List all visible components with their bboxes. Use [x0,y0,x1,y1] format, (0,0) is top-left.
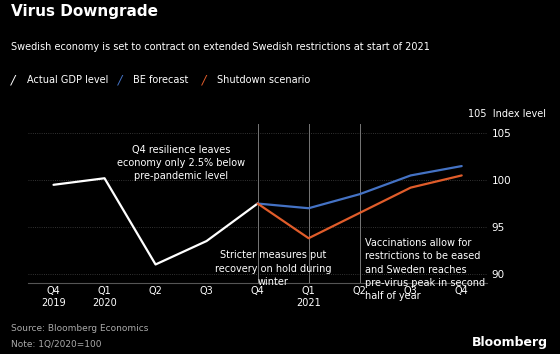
Text: Source: Bloomberg Economics: Source: Bloomberg Economics [11,324,148,333]
Text: 105  Index level: 105 Index level [468,109,546,119]
Text: Virus Downgrade: Virus Downgrade [11,4,158,18]
Text: Stricter measures put
recovery on hold during
winter: Stricter measures put recovery on hold d… [214,250,331,287]
Text: /: / [11,73,16,86]
Text: /: / [118,73,122,86]
Text: Vaccinations allow for
restrictions to be eased
and Sweden reaches
pre-virus pea: Vaccinations allow for restrictions to b… [365,238,485,301]
Text: Bloomberg: Bloomberg [472,336,548,349]
Text: /: / [202,73,206,86]
Text: Shutdown scenario: Shutdown scenario [217,75,311,85]
Text: Note: 1Q/2020=100: Note: 1Q/2020=100 [11,340,102,349]
Text: Q4 resilience leaves
economy only 2.5% below
pre-pandemic level: Q4 resilience leaves economy only 2.5% b… [117,144,245,181]
Text: BE forecast: BE forecast [133,75,189,85]
Text: Swedish economy is set to contract on extended Swedish restrictions at start of : Swedish economy is set to contract on ex… [11,42,430,52]
Text: Actual GDP level: Actual GDP level [27,75,108,85]
